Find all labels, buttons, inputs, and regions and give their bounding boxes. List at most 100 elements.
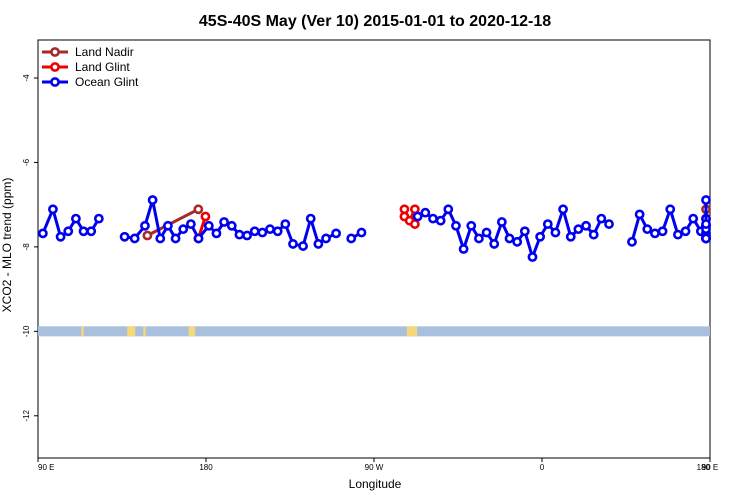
data-point [596, 213, 607, 224]
y-tick-label: -6 [22, 158, 31, 166]
data-point [588, 229, 599, 240]
data-point [170, 233, 181, 244]
data-point [496, 217, 507, 227]
data-point [634, 209, 645, 220]
data-point [119, 231, 130, 242]
data-point [657, 226, 668, 237]
data-point [219, 217, 230, 227]
data-point [346, 233, 357, 244]
land-band-segment [406, 326, 418, 337]
data-point [489, 239, 500, 249]
series-layer [37, 195, 711, 262]
data-point [193, 233, 204, 244]
data-point [428, 213, 438, 224]
land-band-segment [188, 326, 196, 337]
data-point [70, 213, 81, 224]
x-tick-label: 90 E [702, 463, 718, 472]
data-point [321, 233, 331, 244]
data-point [672, 229, 683, 240]
data-point [701, 195, 711, 205]
legend-swatch-marker [50, 77, 60, 87]
data-point [226, 220, 237, 231]
data-point [581, 220, 591, 231]
data-point [466, 220, 477, 231]
data-point [627, 236, 637, 247]
data-point [558, 204, 568, 215]
data-point [265, 224, 275, 235]
data-point [185, 219, 196, 229]
data-point [63, 226, 74, 237]
x-tick-label: 90 W [365, 463, 384, 472]
data-point [642, 224, 653, 235]
plot-area-frame [37, 39, 711, 459]
data-point [147, 195, 158, 205]
data-point [280, 219, 291, 229]
y-axis: -4 -6 -8 -10 -12 [22, 74, 38, 422]
data-point [550, 227, 561, 238]
x-tick-label: 0 [540, 463, 545, 472]
land-band-segment [127, 326, 136, 337]
legend-label: Land Nadir [75, 45, 134, 59]
data-point [420, 207, 431, 218]
y-tick-label: -12 [22, 409, 31, 421]
data-point [211, 228, 222, 239]
legend-item-land-nadir: Land Nadir [42, 45, 134, 59]
data-point [288, 239, 298, 249]
data-point [535, 231, 546, 242]
data-point [163, 220, 173, 231]
y-tick-label: -8 [22, 243, 31, 251]
data-point [55, 231, 66, 242]
land-band-segment [143, 326, 146, 337]
data-point [451, 220, 461, 231]
data-point [48, 204, 58, 215]
series-line [146, 207, 200, 237]
data-point [155, 233, 166, 244]
data-point [481, 227, 492, 238]
data-point [257, 227, 268, 238]
data-point [37, 228, 48, 239]
legend-label: Ocean Glint [75, 75, 139, 89]
chart-title: 45S-40S May (Ver 10) 2015-01-01 to 2020-… [199, 13, 551, 30]
land-band-segment [81, 326, 84, 337]
data-point [234, 229, 245, 240]
series-ocean-glint [37, 195, 711, 262]
data-point [129, 233, 140, 244]
data-point [650, 228, 660, 239]
data-point [474, 233, 484, 244]
land-ocean-band [38, 326, 710, 337]
data-point [200, 211, 211, 222]
data-point [604, 219, 614, 229]
data-point [305, 213, 316, 224]
data-point [272, 226, 283, 237]
data-point [78, 226, 89, 237]
legend-swatch-marker [50, 62, 60, 72]
y-tick-label: -10 [22, 325, 31, 337]
data-point [203, 220, 214, 231]
y-tick-label: -4 [22, 74, 31, 82]
data-point [178, 224, 189, 235]
data-point [298, 241, 308, 251]
data-point [688, 213, 699, 224]
data-point [458, 244, 469, 254]
data-point [313, 239, 324, 249]
data-point [701, 219, 711, 229]
x-axis-label: Longitude [349, 477, 402, 491]
data-point [680, 226, 691, 237]
data-point [140, 220, 150, 231]
data-point [542, 219, 553, 229]
x-tick-label: 180 [697, 463, 711, 472]
data-point [504, 233, 515, 244]
data-point [193, 204, 204, 215]
data-point [356, 227, 367, 238]
data-point [573, 224, 584, 235]
data-point [142, 230, 153, 241]
x-tick-label: 180 [199, 463, 213, 472]
legend-label: Land Glint [75, 60, 130, 74]
data-point [412, 211, 423, 222]
data-point [435, 215, 446, 226]
legend-item-land-glint: Land Glint [42, 60, 130, 74]
legend-swatch-marker [50, 47, 60, 57]
